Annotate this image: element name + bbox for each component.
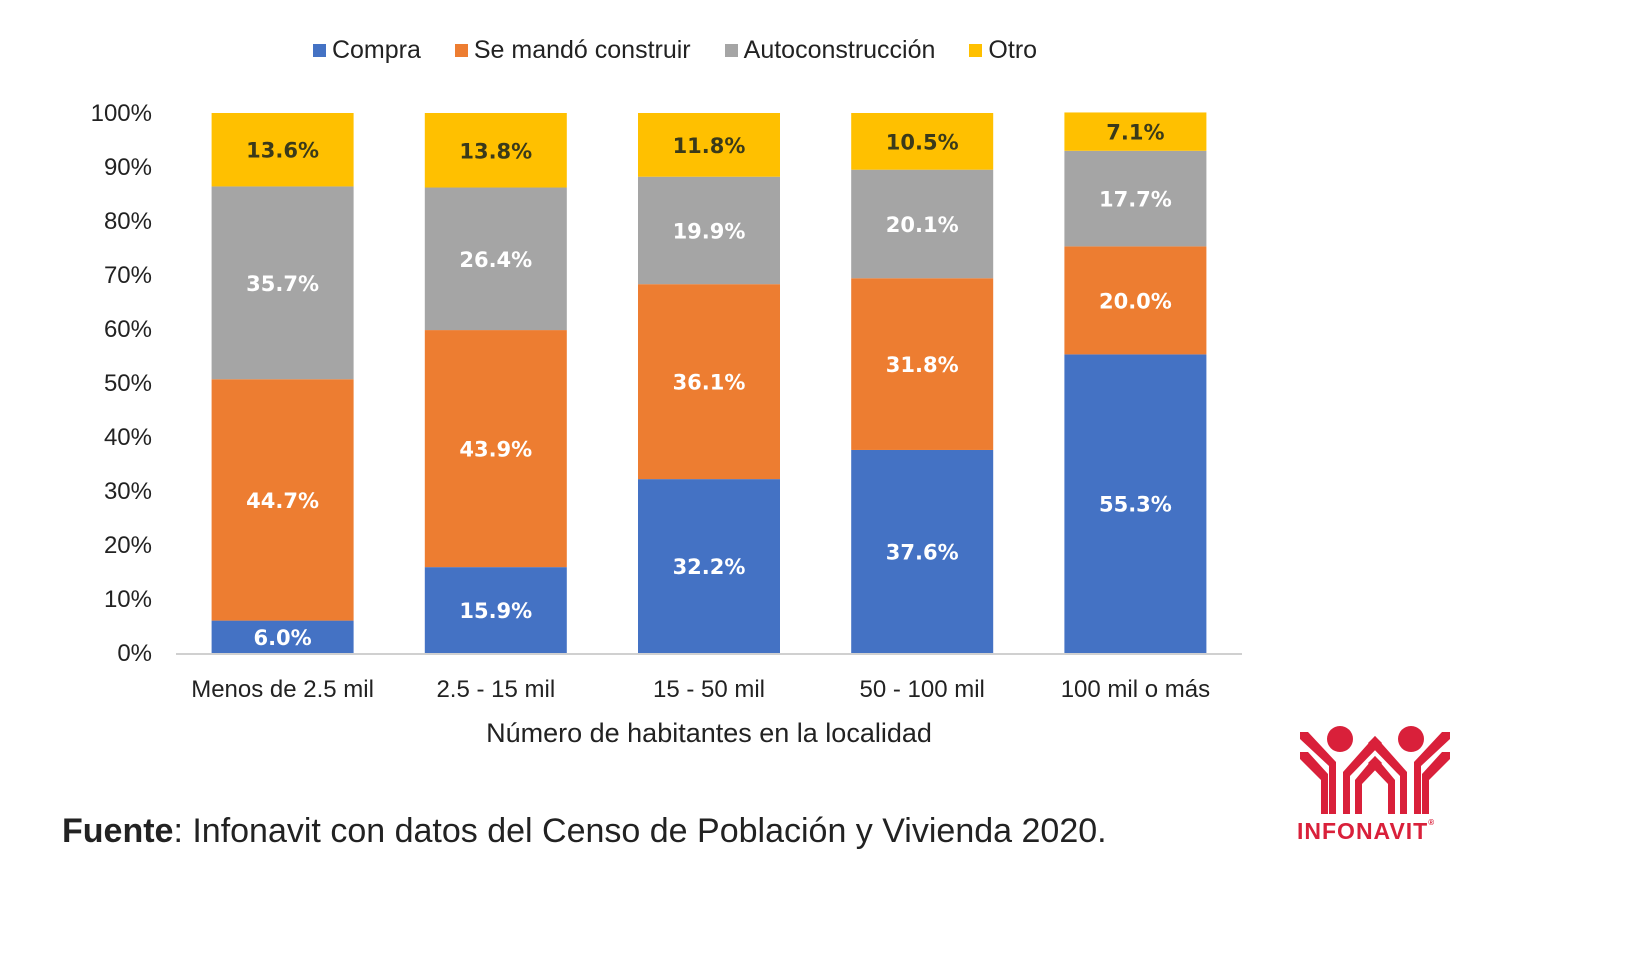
- y-tick-label: 0%: [117, 640, 152, 667]
- bar-segment: [851, 278, 994, 450]
- bar-segment: [638, 176, 780, 285]
- legend-label: Autoconstrucción: [743, 36, 936, 64]
- y-tick-label: 50%: [104, 370, 152, 397]
- legend-item: Se mandó construir: [454, 36, 691, 65]
- data-label: 44.7%: [246, 489, 319, 513]
- legend-item: Autoconstrucción: [724, 36, 936, 65]
- bar-segment: [638, 284, 780, 480]
- registered-mark: ®: [1428, 818, 1436, 827]
- data-label: 26.4%: [459, 248, 532, 272]
- bar-segment: [851, 113, 994, 170]
- data-label: 7.1%: [1106, 121, 1164, 145]
- data-label: 13.6%: [246, 139, 319, 163]
- y-tick-label: 80%: [104, 208, 152, 235]
- data-label: 6.0%: [253, 626, 311, 650]
- data-label: 55.3%: [1099, 493, 1172, 517]
- data-label: 15.9%: [459, 599, 532, 623]
- bar-segment: [1064, 112, 1207, 151]
- x-tick-label: 2.5 - 15 mil: [436, 676, 555, 703]
- data-label: 20.0%: [1099, 289, 1172, 313]
- data-label: 31.8%: [886, 353, 959, 377]
- legend-label: Se mandó construir: [473, 36, 691, 64]
- data-label: 19.9%: [673, 219, 746, 243]
- y-tick-label: 20%: [104, 532, 152, 559]
- x-tick-label: Menos de 2.5 mil: [191, 676, 374, 703]
- legend-item: Otro: [969, 36, 1037, 65]
- bar-segment: [211, 379, 354, 621]
- data-label: 43.9%: [459, 438, 532, 462]
- x-axis-title: Número de habitantes en la localidad: [486, 718, 932, 748]
- bar-segment: [424, 187, 567, 331]
- bar-segment: [211, 186, 354, 380]
- bar-segment: [424, 330, 567, 568]
- logo-text: INFONAVIT®: [1297, 818, 1435, 845]
- x-tick-label: 100 mil o más: [1061, 676, 1210, 703]
- data-label: 20.1%: [886, 213, 959, 237]
- y-tick-label: 10%: [104, 586, 152, 613]
- source-label: Fuente: [62, 812, 174, 850]
- y-tick-label: 70%: [104, 262, 152, 289]
- bar-segment: [211, 620, 354, 653]
- bar-segment: [1064, 246, 1207, 355]
- legend-swatch: [312, 44, 326, 57]
- y-tick-label: 30%: [104, 478, 152, 505]
- y-tick-label: 40%: [104, 424, 152, 451]
- x-tick-label: 15 - 50 mil: [653, 676, 765, 703]
- legend-swatch: [454, 44, 468, 57]
- legend-label: Compra: [331, 36, 421, 64]
- bar-segment: [1064, 354, 1207, 653]
- bar-segment: [424, 567, 567, 653]
- y-tick-label: 90%: [104, 154, 152, 181]
- data-label: 32.2%: [673, 555, 746, 579]
- logo-wordmark: INFONAVIT: [1297, 818, 1429, 844]
- legend-swatch: [969, 44, 983, 57]
- legend-label: Otro: [988, 36, 1038, 64]
- data-label: 36.1%: [673, 371, 746, 395]
- data-label: 10.5%: [886, 130, 959, 154]
- data-label: 17.7%: [1099, 188, 1172, 212]
- bar-segment: [638, 479, 780, 653]
- x-tick-label: 50 - 100 mil: [860, 676, 985, 703]
- bar-segment: [851, 169, 994, 279]
- bar-segment: [1064, 150, 1207, 247]
- stacked-bar-chart: 0% 10% 20% 30% 40% 50% 60% 70% 80% 90% 100% 6.0% 44.…: [91, 100, 1242, 748]
- bar-segment: [638, 113, 780, 177]
- y-tick-label: 60%: [104, 316, 152, 343]
- data-label: 37.6%: [886, 540, 959, 564]
- y-tick-label: 100%: [91, 100, 152, 127]
- infonavit-logo-icon: [1300, 726, 1450, 814]
- source-note: Fuente: Infonavit con datos del Censo de…: [62, 812, 1107, 851]
- data-label: 35.7%: [246, 272, 319, 296]
- bar-segment: [424, 113, 567, 188]
- legend-swatch: [724, 44, 738, 57]
- legend-item: Compra: [312, 36, 421, 65]
- source-text: : Infonavit con datos del Censo de Pobla…: [173, 812, 1107, 850]
- bar-segment: [211, 113, 354, 187]
- chart-legend: Compra Se mandó construir Autoconstrucción…: [0, 36, 1350, 65]
- data-label: 13.8%: [459, 139, 532, 163]
- bar-segment: [851, 449, 994, 653]
- data-label: 11.8%: [673, 134, 746, 158]
